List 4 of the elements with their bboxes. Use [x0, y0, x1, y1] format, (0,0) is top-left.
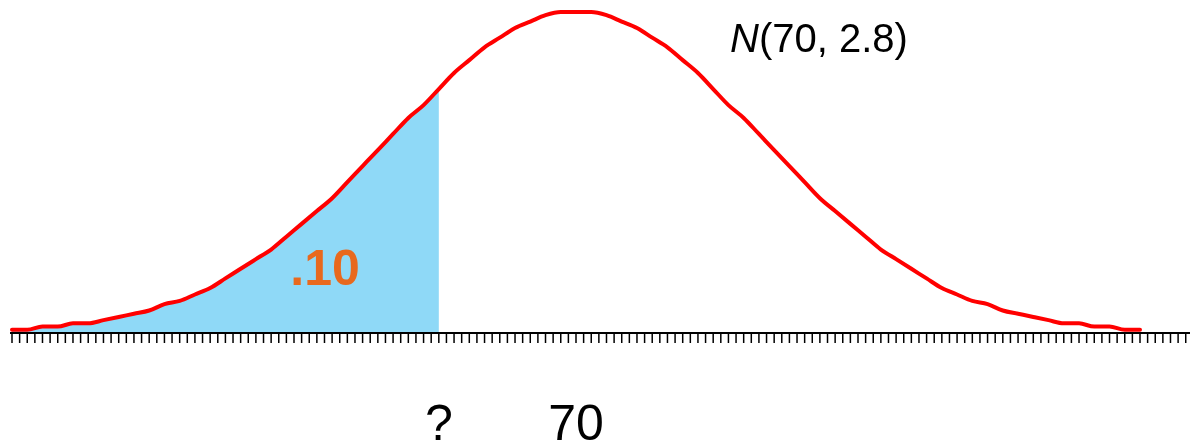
x-tick-label: ?: [424, 395, 453, 442]
chart-title: N(70, 2.8): [730, 16, 908, 60]
x-tick-label: 70: [548, 395, 604, 442]
annotation: .10: [290, 240, 360, 296]
